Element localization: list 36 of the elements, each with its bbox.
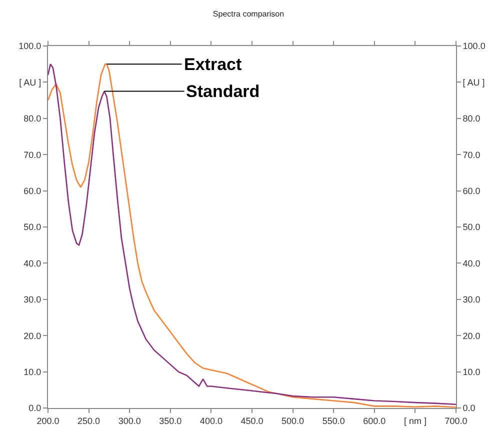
y-tick-label: 10.0 (24, 366, 42, 377)
y2-tick-label: 40.0 (462, 258, 480, 268)
annotation: Standard (186, 82, 260, 101)
x-tick-label: 350.0 (159, 416, 182, 426)
x-tick-label: [ nm ] (404, 416, 426, 426)
annotation: Extract (184, 55, 242, 74)
x-tick-label: 400.0 (200, 416, 222, 426)
y2-tick-label: 50.0 (462, 222, 480, 232)
x-tick-label: 550.0 (322, 416, 345, 426)
y2-tick-label: 70.0 (462, 150, 480, 160)
x-tick-label: 250.0 (78, 416, 100, 426)
y-tick-label: 60.0 (24, 186, 42, 196)
y2-tick-label: 100.0 (462, 41, 486, 52)
y2-tick-label: 10.0 (462, 366, 480, 377)
y-tick-label: [ AU ] (19, 77, 42, 88)
y2-tick-label: 30.0 (462, 294, 480, 305)
y2-tick-label: 60.0 (462, 186, 480, 196)
y-tick-label: 50.0 (24, 222, 42, 232)
y-tick-label: 0.0 (28, 403, 42, 414)
chart-title: Spectra comparison (212, 10, 284, 19)
x-tick-label: 300.0 (118, 416, 141, 426)
y2-tick-label: 80.0 (462, 114, 480, 124)
y2-tick-label: 20.0 (462, 330, 480, 341)
y2-tick-label: [ AU ] (462, 77, 485, 88)
y-tick-label: 80.0 (24, 114, 42, 124)
x-tick-label: 600.0 (363, 416, 386, 426)
y-tick-label: 70.0 (24, 150, 42, 160)
y-tick-label: 30.0 (24, 294, 42, 305)
x-tick-label: 450.0 (240, 416, 264, 426)
y-tick-label: 40.0 (24, 258, 42, 268)
y-tick-label: 100.0 (18, 41, 42, 52)
x-tick-label: 700.0 (444, 416, 468, 426)
x-tick-label: 500.0 (282, 416, 304, 426)
y-tick-label: 20.0 (24, 330, 42, 341)
x-tick-label: 200.0 (36, 416, 60, 426)
y2-tick-label: 0.0 (462, 403, 476, 414)
